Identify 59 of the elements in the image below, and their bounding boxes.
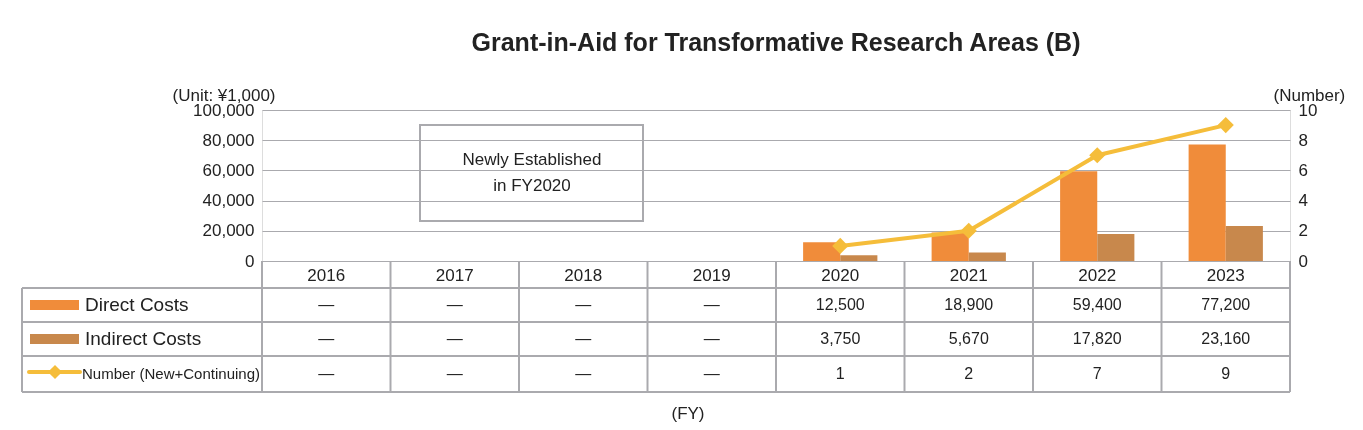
text: — (575, 296, 592, 313)
text: — (703, 330, 720, 347)
legend-label: Number (New+Continuing) (82, 365, 260, 382)
y2-tick-label: 0 (1298, 251, 1308, 271)
text: — (318, 296, 335, 313)
bar (1060, 171, 1098, 261)
bar (840, 255, 878, 261)
point (1217, 117, 1234, 134)
data-label: 18,900 (944, 296, 994, 313)
chart-title: Grant-in-Aid for Transformative Research Areas (B) (471, 28, 1081, 56)
legend-label: Indirect Costs (85, 328, 202, 349)
data-label: 23,160 (1201, 330, 1251, 347)
text: (FY) (671, 404, 705, 423)
text: — (703, 365, 720, 382)
y-tick-label: 80,000 (202, 130, 255, 150)
y-tick-label: 20,000 (202, 221, 255, 241)
data-label: 9 (1221, 365, 1231, 382)
annotation: Newly Established in FY2020 (462, 150, 602, 195)
text: — (446, 330, 463, 347)
y-tick-label: 0 (245, 251, 255, 271)
data-label: 59,400 (1072, 296, 1122, 313)
y2-tick-label: 2 (1298, 221, 1308, 241)
y-tick-label: 40,000 (202, 191, 255, 211)
text: — (318, 330, 335, 347)
x-tick-label: 2021 (949, 265, 988, 285)
data-label: 3,750 (820, 330, 861, 347)
text: — (446, 296, 463, 313)
text: — (575, 365, 592, 382)
data-label: 5,670 (948, 330, 989, 347)
x-tick-label: 2019 (692, 265, 731, 285)
x-tick-label: 2023 (1206, 265, 1245, 285)
point (960, 222, 977, 239)
data-label: 77,200 (1201, 296, 1251, 313)
x-tick-label: 2016 (307, 265, 346, 285)
data-label: 7 (1092, 365, 1102, 382)
x-tick-label: 2018 (564, 265, 603, 285)
point (1089, 147, 1106, 164)
legend-label: Direct Costs (85, 294, 189, 315)
y2-tick-label: 6 (1298, 160, 1308, 180)
bar (803, 242, 841, 261)
x-tick-label: 2017 (435, 265, 474, 285)
x-tick-label: 2020 (821, 265, 860, 285)
text: — (318, 365, 335, 382)
data-label: 2 (964, 365, 974, 382)
text: — (703, 296, 720, 313)
bar (1188, 144, 1226, 261)
text: — (575, 330, 592, 347)
data-label: 1 (835, 365, 845, 382)
data-label: 17,820 (1072, 330, 1122, 347)
data-label: 12,500 (815, 296, 865, 313)
y2-tick-label: 8 (1298, 130, 1308, 150)
point (832, 237, 849, 254)
y-tick-label: 60,000 (202, 160, 255, 180)
text: — (446, 365, 463, 382)
bar (1097, 234, 1135, 261)
bar (1225, 226, 1263, 261)
y2-tick-label: 4 (1298, 191, 1308, 211)
bar (968, 252, 1006, 261)
x-tick-label: 2022 (1078, 265, 1117, 285)
